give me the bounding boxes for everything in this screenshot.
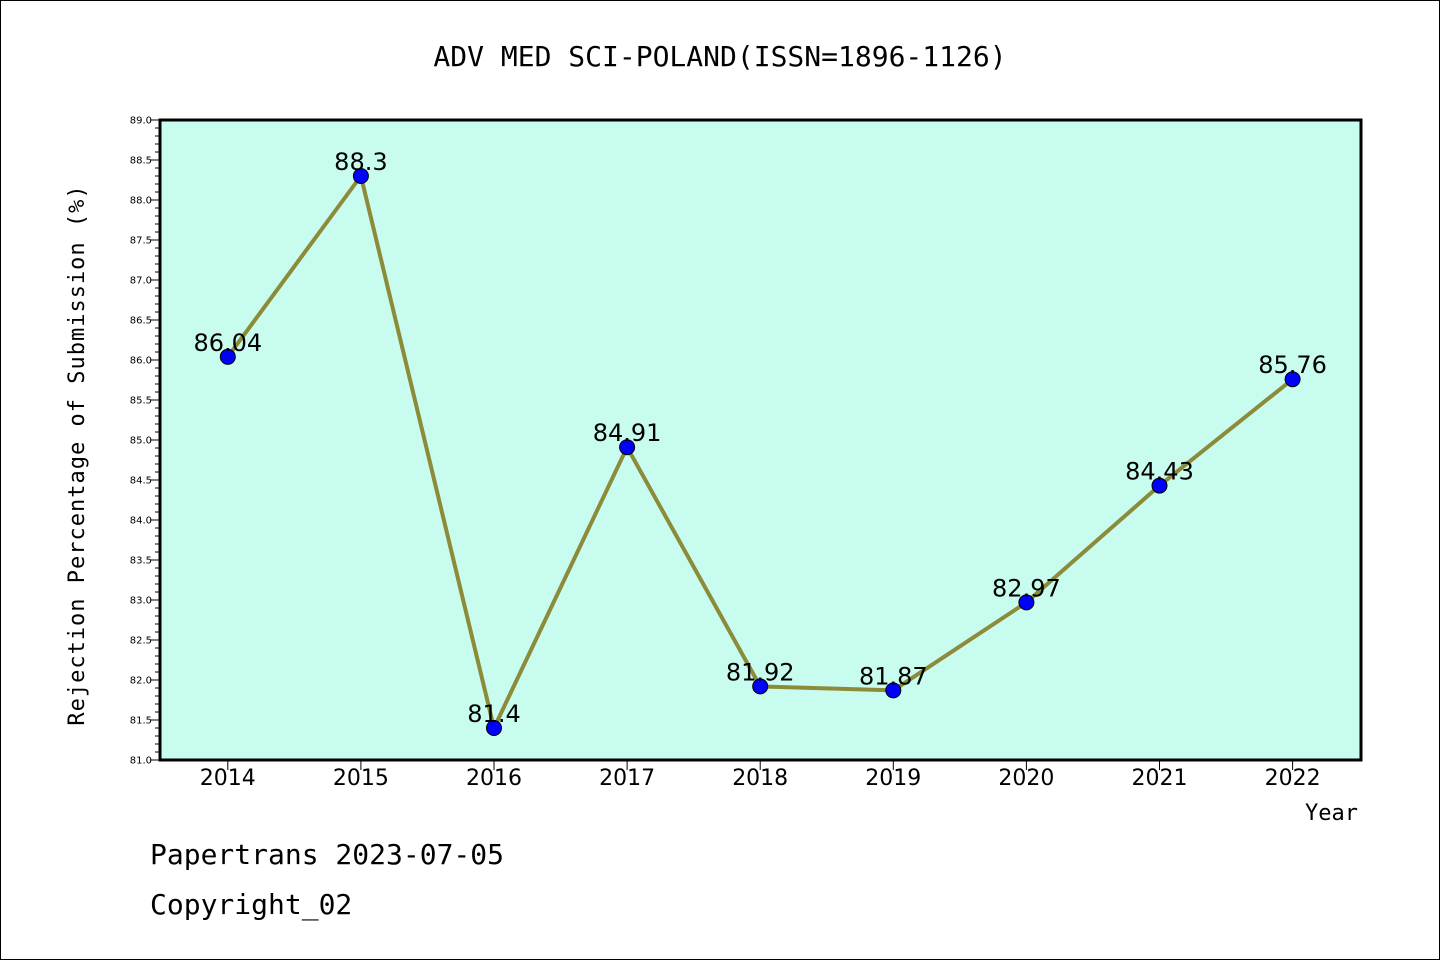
y-axis-label: Rejection Percentage of Submission (%)	[65, 184, 90, 725]
y-tick-label: 82.5	[130, 636, 152, 647]
y-tick-label: 82.0	[130, 676, 152, 687]
data-label-2016: 81.4	[467, 700, 520, 728]
data-label-2015: 88.3	[334, 148, 387, 176]
plot-area	[160, 120, 1361, 760]
x-tick-label: 2017	[599, 766, 655, 791]
x-tick-label: 2016	[466, 766, 522, 791]
data-label-2021: 84.43	[1125, 458, 1194, 486]
data-label-2014: 86.04	[193, 329, 262, 357]
footer-copyright: Copyright_02	[150, 888, 352, 922]
data-point-2022	[1284, 371, 1301, 388]
y-tick-label: 83.5	[130, 556, 152, 567]
y-tick-label: 88.5	[130, 156, 152, 167]
plot-border	[158, 118, 1363, 762]
y-tick-label: 86.0	[130, 356, 152, 367]
y-tick-label: 88.0	[130, 196, 152, 207]
data-point-2016	[486, 720, 502, 736]
data-point-2019	[885, 682, 902, 699]
x-tick-label: 2020	[998, 766, 1054, 791]
y-tick-label: 81.5	[130, 716, 152, 727]
x-tick-label: 2018	[732, 766, 788, 791]
data-labels: 86.04 88.3 81.4 84.91 81.92 81.87 82.97 84.43 85…	[193, 148, 1327, 728]
y-tick-label: 81.0	[130, 756, 152, 767]
data-point-2014	[219, 348, 236, 365]
data-label-2017: 84.91	[593, 419, 662, 447]
data-label-2019: 81.87	[859, 662, 928, 690]
data-label-2020: 82.97	[992, 574, 1061, 602]
y-tick-label: 83.0	[130, 596, 152, 607]
chart-title: ADV MED SCI-POLAND(ISSN=1896-1126)	[433, 40, 1006, 73]
x-tick-label: 2014	[200, 766, 256, 791]
y-tick-label: 89.0	[130, 116, 152, 127]
footer-date: Papertrans 2023-07-05	[150, 838, 504, 871]
data-label-2018: 81.92	[726, 658, 795, 686]
data-label-2022: 85.76	[1258, 351, 1327, 379]
y-tick-label: 85.0	[130, 436, 152, 447]
x-tick-label: 2015	[333, 766, 389, 791]
x-axis-label: Year	[1305, 801, 1358, 826]
y-tick-label: 84.0	[130, 516, 152, 527]
y-tick-label: 87.0	[130, 276, 152, 287]
x-axis: 2014 2015 2016 2017 2018 2019 2020 2021 2022	[200, 760, 1321, 791]
data-point-2015	[352, 168, 369, 184]
data-point-2021	[1151, 477, 1168, 494]
x-tick-label: 2022	[1265, 766, 1321, 791]
y-tick-label: 85.5	[130, 396, 152, 407]
y-tick-label: 84.5	[130, 476, 152, 487]
data-point-2020	[1018, 594, 1035, 611]
y-axis: 81.0 81.5 82.0 82.5 83.0 83.5 84.0 84.5 85.0 85.5…	[130, 116, 160, 767]
data-point-2018	[752, 678, 769, 695]
x-tick-label: 2021	[1132, 766, 1188, 791]
data-points	[219, 168, 1301, 736]
x-tick-label: 2019	[865, 766, 921, 791]
y-tick-label: 86.5	[130, 316, 152, 327]
y-tick-label: 87.5	[130, 236, 152, 247]
data-point-2017	[619, 439, 636, 456]
